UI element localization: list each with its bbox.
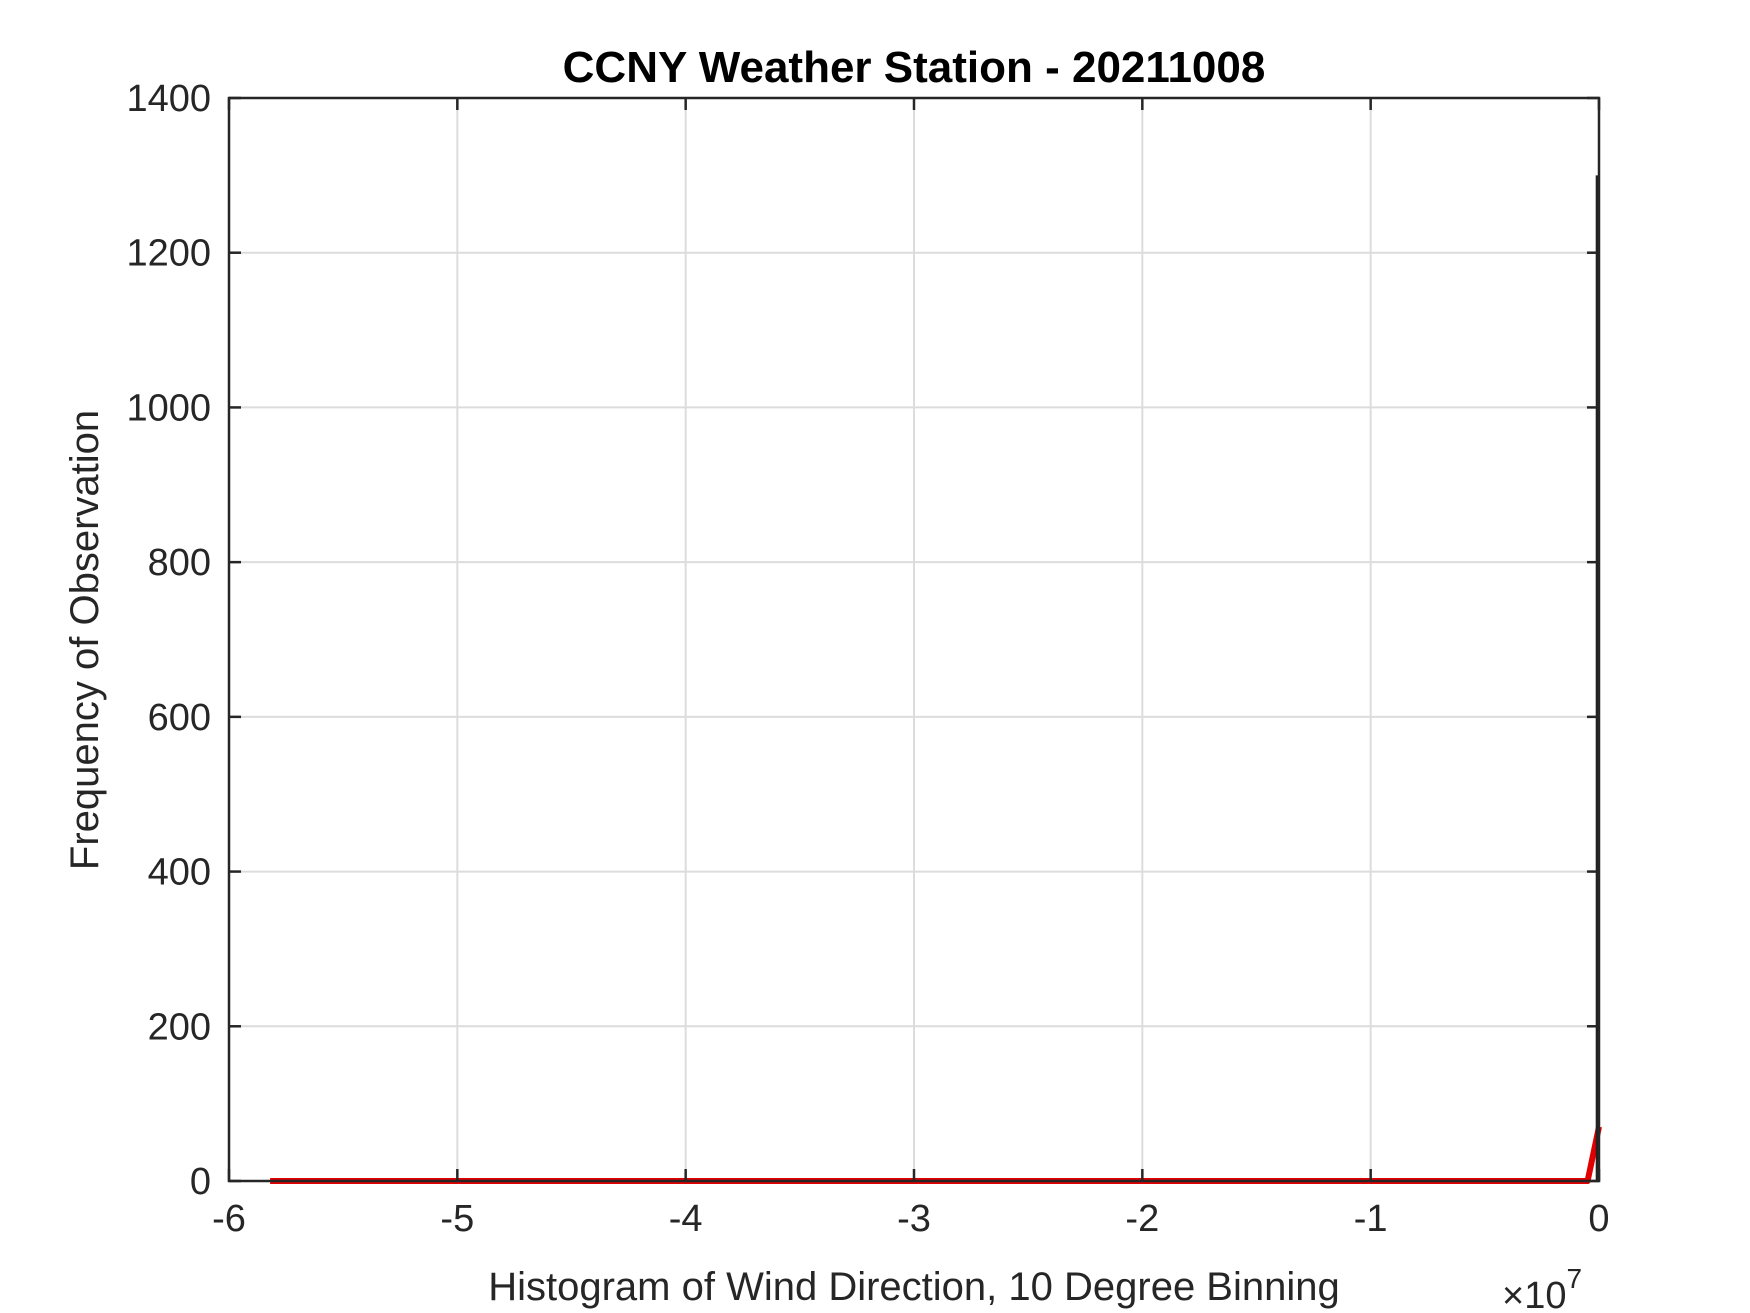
y-tick-label: 600	[148, 697, 211, 739]
x-exponent-label: ×107	[1502, 1263, 1582, 1313]
y-tick-label: 800	[148, 542, 211, 584]
x-tick-label: -3	[897, 1198, 931, 1240]
x-tick-label: -2	[1125, 1198, 1159, 1240]
x-axis-label: Histogram of Wind Direction, 10 Degree B…	[488, 1265, 1340, 1309]
grid-lines	[229, 98, 1599, 1181]
x-tick-label: 0	[1588, 1198, 1609, 1240]
x-tick-labels: -6 -5 -4 -3 -2 -1 0	[212, 1198, 1609, 1240]
y-tick-labels: 0 200 400 600 800 1000 1200 1400	[126, 78, 211, 1203]
x-exponent-power: 7	[1566, 1263, 1582, 1294]
y-tick-label: 1000	[126, 387, 211, 429]
y-tick-label: 200	[148, 1006, 211, 1048]
x-tick-label: -5	[440, 1198, 474, 1240]
axis-ticks	[227, 96, 1601, 1183]
x-exponent-base: ×10	[1502, 1275, 1566, 1313]
x-tick-label: -1	[1354, 1198, 1388, 1240]
y-tick-label: 1400	[126, 78, 211, 120]
x-tick-label: -4	[669, 1198, 703, 1240]
x-tick-label: -6	[212, 1198, 246, 1240]
y-tick-label: 0	[190, 1161, 211, 1203]
chart-title: CCNY Weather Station - 20211008	[563, 43, 1266, 92]
y-tick-label: 1200	[126, 233, 211, 275]
y-axis-label: Frequency of Observation	[63, 410, 107, 870]
y-tick-label: 400	[148, 852, 211, 894]
